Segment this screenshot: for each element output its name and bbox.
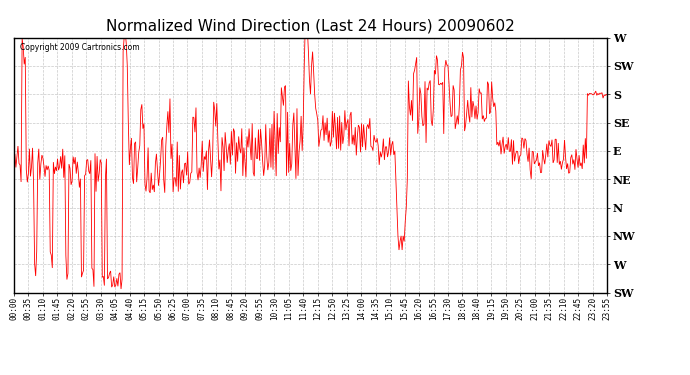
Text: Copyright 2009 Cartronics.com: Copyright 2009 Cartronics.com bbox=[20, 43, 139, 52]
Title: Normalized Wind Direction (Last 24 Hours) 20090602: Normalized Wind Direction (Last 24 Hours… bbox=[106, 18, 515, 33]
